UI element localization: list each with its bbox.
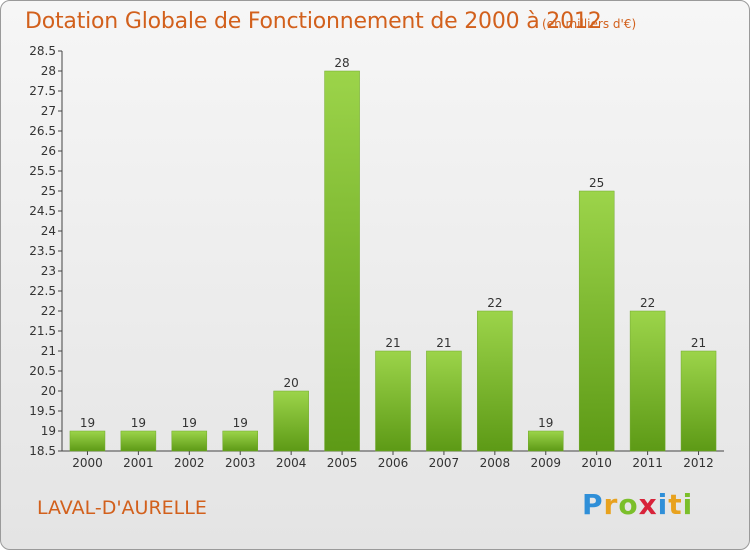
x-tick-label: 2001 bbox=[123, 456, 154, 470]
bar-value-label: 21 bbox=[436, 336, 451, 350]
bar-2008 bbox=[477, 310, 513, 452]
bar-value-label: 25 bbox=[589, 176, 604, 190]
bar-value-label: 20 bbox=[284, 376, 299, 390]
bar-2011 bbox=[629, 310, 666, 452]
x-tick-label: 2010 bbox=[581, 456, 612, 470]
x-tick-label: 2009 bbox=[530, 456, 561, 470]
bar-value-label: 21 bbox=[385, 336, 400, 350]
x-tick-label: 2006 bbox=[378, 456, 409, 470]
logo-letter: x bbox=[638, 488, 658, 521]
bar-value-label: 19 bbox=[131, 416, 146, 430]
y-tick-label: 19 bbox=[41, 424, 56, 438]
commune-name: LAVAL-D'AURELLE bbox=[37, 497, 207, 519]
x-tick-label: 2007 bbox=[429, 456, 460, 470]
bar-2000 bbox=[69, 430, 106, 452]
y-tick-label: 25.5 bbox=[29, 164, 56, 178]
bar-value-label: 28 bbox=[334, 56, 349, 70]
y-tick-label: 20 bbox=[41, 384, 56, 398]
logo-letter: i bbox=[682, 488, 694, 521]
logo-letter: r bbox=[603, 488, 619, 521]
bar-2006 bbox=[375, 350, 411, 452]
y-tick-label: 28 bbox=[41, 64, 56, 78]
bar-2004 bbox=[273, 390, 309, 452]
y-tick-label: 21.5 bbox=[29, 324, 56, 338]
y-tick-label: 23.5 bbox=[29, 244, 56, 258]
bar-value-label: 22 bbox=[640, 296, 655, 310]
y-tick-label: 24 bbox=[41, 224, 56, 238]
x-tick-label: 2008 bbox=[480, 456, 511, 470]
x-tick-label: 2000 bbox=[72, 456, 103, 470]
x-tick-label: 2002 bbox=[174, 456, 205, 470]
bar-2012 bbox=[680, 350, 717, 452]
chart-unit-label: (en milliers d'€) bbox=[542, 17, 637, 31]
bar-value-label: 19 bbox=[233, 416, 248, 430]
bar-value-label: 22 bbox=[487, 296, 502, 310]
y-tick-label: 21 bbox=[41, 344, 56, 358]
bar-2003 bbox=[222, 430, 258, 452]
y-tick-label: 27 bbox=[41, 104, 56, 118]
y-tick-label: 22 bbox=[41, 304, 56, 318]
bar-2002 bbox=[171, 430, 208, 452]
chart-title: Dotation Globale de Fonctionnement de 20… bbox=[25, 9, 602, 34]
bar-2005 bbox=[324, 70, 360, 452]
x-tick-label: 2003 bbox=[225, 456, 256, 470]
bar-2001 bbox=[120, 430, 157, 452]
logo-letter: P bbox=[582, 488, 604, 521]
bar-2010 bbox=[578, 190, 615, 452]
bars: 19 19 19 19 20 28 21 21 22 19 25 22 21 bbox=[69, 56, 717, 452]
y-tick-label: 22.5 bbox=[29, 284, 56, 298]
y-tick-label: 23 bbox=[41, 264, 56, 278]
y-tick-label: 26 bbox=[41, 144, 56, 158]
y-tick-label: 26.5 bbox=[29, 124, 56, 138]
axes: 18.5 19 19.5 20 20.5 21 21.5 22 22.5 23 23.5 24 24.5… bbox=[29, 44, 724, 470]
bar-value-label: 19 bbox=[182, 416, 197, 430]
bar-2007 bbox=[426, 350, 462, 452]
bar-2009 bbox=[528, 430, 564, 452]
logo-letter: i bbox=[657, 488, 669, 521]
y-tick-label: 20.5 bbox=[29, 364, 56, 378]
x-tick-label: 2004 bbox=[276, 456, 307, 470]
y-tick-label: 28.5 bbox=[29, 44, 56, 58]
proxiti-logo: Proxiti bbox=[582, 488, 693, 521]
bar-value-label: 19 bbox=[80, 416, 95, 430]
x-tick-label: 2011 bbox=[632, 456, 663, 470]
y-tick-label: 27.5 bbox=[29, 84, 56, 98]
bar-value-label: 21 bbox=[691, 336, 706, 350]
x-tick-label: 2012 bbox=[683, 456, 714, 470]
bar-value-label: 19 bbox=[538, 416, 553, 430]
y-tick-label: 25 bbox=[41, 184, 56, 198]
y-tick-label: 18.5 bbox=[29, 444, 56, 458]
logo-letter: o bbox=[618, 488, 639, 521]
x-tick-label: 2005 bbox=[327, 456, 358, 470]
y-tick-label: 19.5 bbox=[29, 404, 56, 418]
y-tick-label: 24.5 bbox=[29, 204, 56, 218]
logo-letter: t bbox=[668, 488, 683, 521]
